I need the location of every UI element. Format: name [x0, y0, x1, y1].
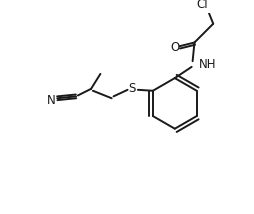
Text: NH: NH — [199, 58, 217, 71]
Text: N: N — [47, 94, 56, 107]
Text: O: O — [170, 41, 179, 54]
Text: Cl: Cl — [196, 0, 208, 12]
Text: S: S — [129, 82, 136, 95]
